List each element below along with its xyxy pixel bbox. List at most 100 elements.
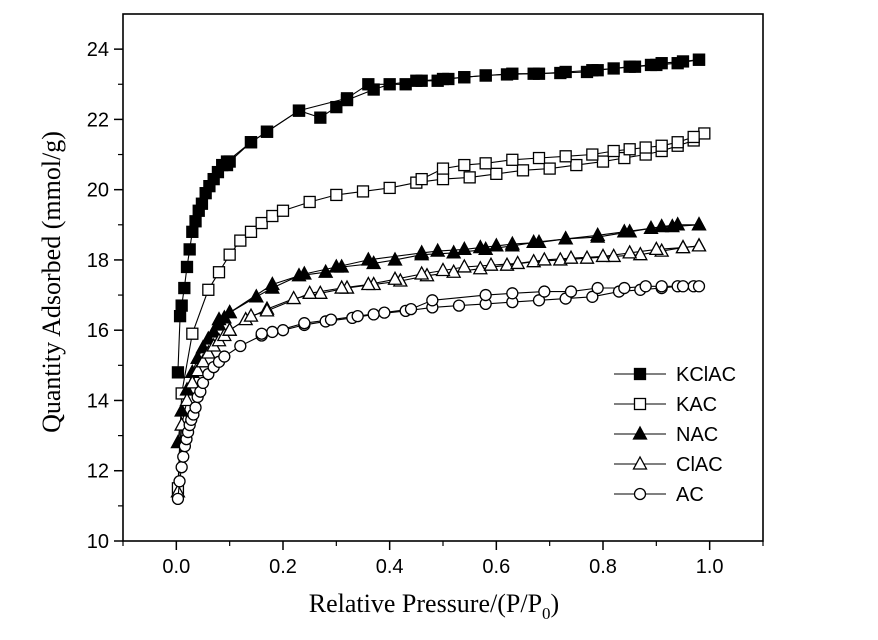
series-kac-point bbox=[543, 162, 556, 175]
series-kclac-point bbox=[292, 104, 306, 117]
series-nac-point bbox=[654, 218, 670, 233]
series-clac-point bbox=[536, 251, 552, 266]
series-ac-point bbox=[189, 401, 202, 414]
y-tick-label: 20 bbox=[87, 180, 109, 202]
series-kclac-point bbox=[415, 74, 428, 87]
series-kclac-point bbox=[644, 58, 658, 72]
series-kclac-point bbox=[580, 65, 594, 79]
series-ac-point bbox=[655, 280, 668, 293]
series-kac-point bbox=[479, 157, 492, 170]
x-tick-label: 0.0 bbox=[162, 556, 190, 578]
series-nac-point bbox=[488, 237, 504, 252]
series-kclac-point bbox=[180, 260, 194, 274]
series-clac-point bbox=[200, 344, 216, 359]
series-kac-point bbox=[244, 225, 258, 238]
series-kac-point bbox=[255, 216, 268, 230]
series-clac-point bbox=[302, 284, 318, 299]
series-nac-point bbox=[200, 330, 216, 345]
series-nac-point bbox=[430, 242, 446, 257]
series-ac-point bbox=[532, 294, 546, 307]
series-ac-point bbox=[234, 339, 247, 353]
series-kac-point bbox=[186, 327, 199, 340]
series-ac-point bbox=[276, 324, 290, 337]
series-nac-point bbox=[558, 230, 574, 245]
series-clac-point bbox=[456, 258, 472, 273]
series-kac-point bbox=[458, 158, 471, 172]
series-clac-point bbox=[595, 248, 611, 263]
series-clac-point bbox=[579, 249, 595, 264]
series-kac-adsorption-line bbox=[177, 139, 694, 489]
series-clac-point bbox=[622, 244, 638, 259]
series-kclac-point bbox=[244, 136, 258, 149]
series-ac-point bbox=[196, 376, 210, 390]
series-nac-point bbox=[531, 234, 547, 249]
legend-marker-kac bbox=[633, 397, 647, 411]
legend-label-ac: AC bbox=[676, 484, 704, 506]
series-ac-point bbox=[351, 309, 364, 323]
y-tick-label: 10 bbox=[87, 531, 109, 553]
series-ac-point bbox=[506, 287, 519, 300]
series-kclac-point bbox=[383, 78, 396, 91]
legend: KClAC KAC NAC ClAC AC bbox=[614, 364, 736, 506]
series-ac-point bbox=[298, 317, 311, 330]
series-kclac-point bbox=[692, 53, 706, 66]
series-kac-point bbox=[330, 188, 343, 202]
series-kac-point bbox=[559, 150, 572, 163]
series-nac bbox=[170, 216, 707, 449]
series-ac-point bbox=[676, 280, 690, 293]
series-nac-point bbox=[643, 219, 659, 234]
legend-label-kac: KAC bbox=[676, 394, 717, 416]
legend-label-nac: NAC bbox=[676, 424, 718, 446]
series-nac-point bbox=[206, 323, 222, 338]
series-kac-point bbox=[516, 164, 530, 177]
series-clac-point bbox=[179, 392, 195, 407]
series-kclac-point bbox=[330, 100, 343, 114]
series-kclac-point bbox=[173, 309, 187, 323]
series-kclac-point bbox=[591, 64, 604, 77]
series-clac-point bbox=[552, 251, 568, 266]
x-axis-title-close: ) bbox=[551, 589, 560, 618]
series-nac-point bbox=[456, 241, 472, 256]
x-axis-title: Relative Pressure/(P/P0) bbox=[309, 589, 559, 623]
series-kac-point bbox=[415, 172, 428, 186]
series-kclac-point bbox=[655, 57, 668, 70]
series-kac-point bbox=[436, 172, 450, 186]
series-kac-point bbox=[436, 162, 450, 175]
series-kac-point bbox=[532, 151, 546, 165]
x-tick-label: 1.0 bbox=[696, 556, 724, 578]
series-nac-point bbox=[691, 216, 707, 231]
y-axis-title: Quantity Adsorbed (mmol/g) bbox=[37, 131, 66, 433]
series-kclac-point bbox=[175, 299, 188, 312]
series-clac-point bbox=[195, 353, 211, 368]
series-nac-point bbox=[472, 239, 488, 254]
series-ac-point bbox=[452, 299, 466, 312]
axis-layer: 0.0 0.2 0.4 0.6 0.8 1.0 10 12 14 16 18 20 22 24 bbox=[87, 39, 764, 578]
series-kac-point bbox=[698, 127, 711, 140]
y-tick-label: 16 bbox=[87, 320, 109, 342]
series-clac-point bbox=[563, 249, 579, 264]
series-clac-point bbox=[243, 307, 259, 322]
series-kac-point bbox=[383, 181, 396, 195]
series-ac-point bbox=[173, 475, 186, 488]
series-kac-point bbox=[586, 148, 599, 161]
series-ac-point bbox=[586, 290, 599, 303]
series-kac-point bbox=[356, 185, 370, 198]
series-ac-point bbox=[426, 294, 439, 307]
series-ac-point bbox=[618, 281, 631, 295]
x-tick-label: 0.2 bbox=[269, 556, 297, 578]
series-kac-point bbox=[607, 144, 620, 158]
series-kclac bbox=[171, 53, 706, 379]
series-ac bbox=[171, 280, 706, 505]
series-kclac-point bbox=[676, 55, 690, 68]
series-nac-point bbox=[222, 304, 238, 319]
series-kac-point bbox=[223, 248, 236, 261]
series-kac-point bbox=[671, 136, 684, 149]
x-axis-title-main: Relative Pressure/(P/P bbox=[309, 589, 542, 618]
series-ac-point bbox=[255, 327, 268, 340]
series-nac-point bbox=[264, 276, 280, 291]
series-clac bbox=[170, 237, 707, 498]
series-ac-point bbox=[324, 313, 338, 326]
series-clac-point bbox=[632, 246, 648, 261]
legend-label-clac: ClAC bbox=[676, 454, 723, 476]
